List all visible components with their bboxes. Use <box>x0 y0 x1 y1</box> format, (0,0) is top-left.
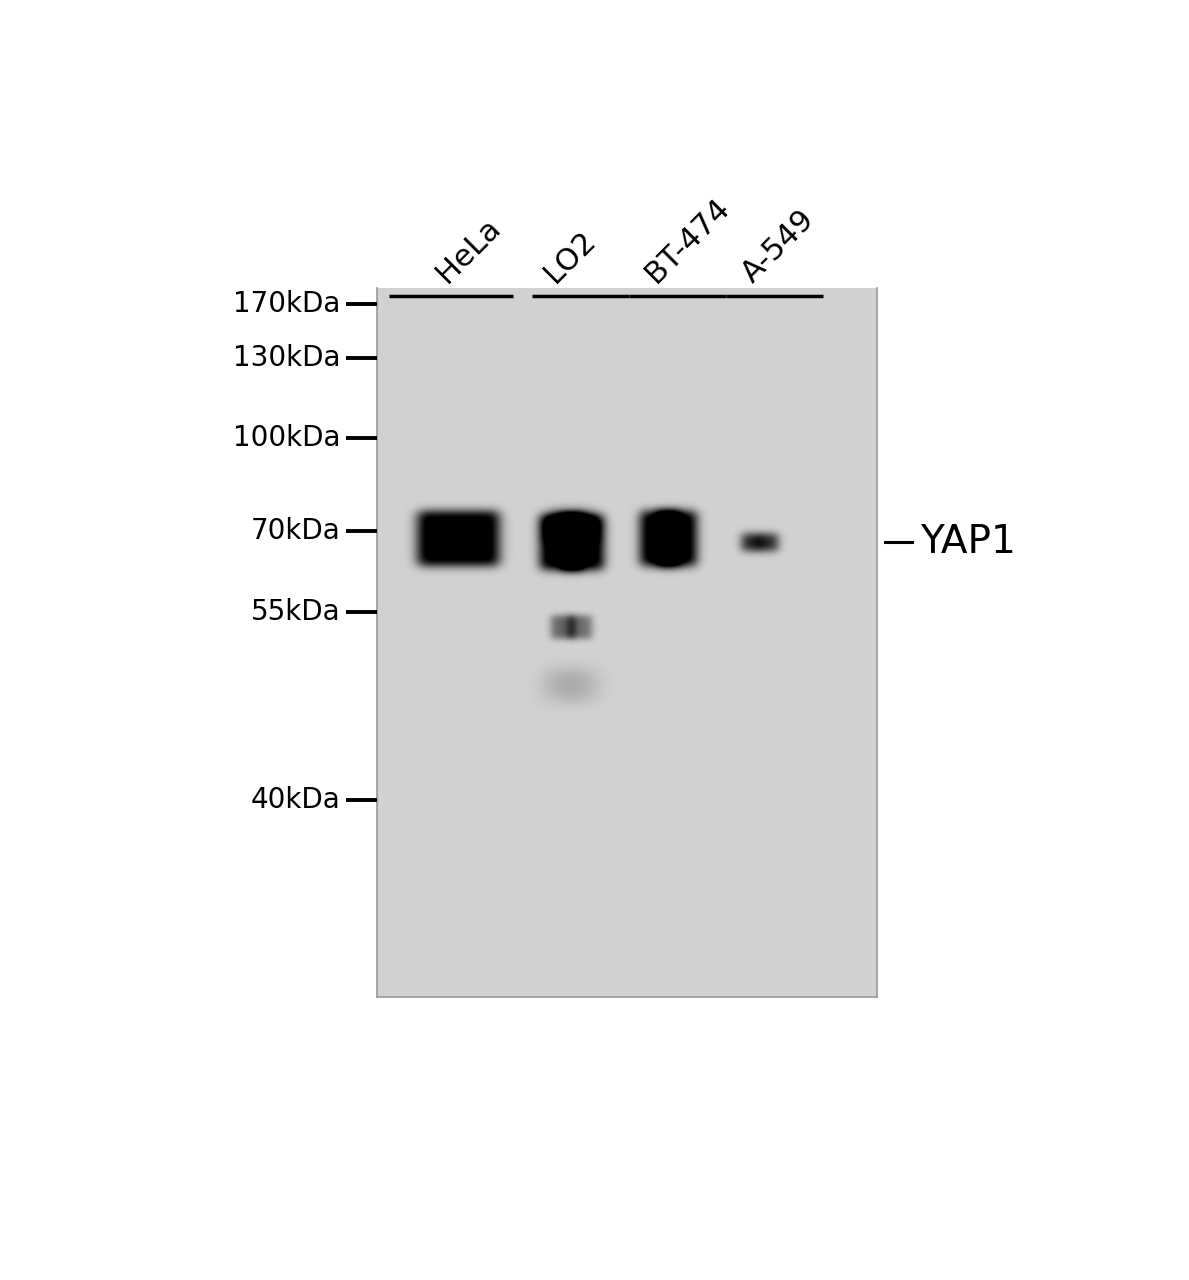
Text: 100kDa: 100kDa <box>233 425 340 453</box>
Text: 130kDa: 130kDa <box>233 343 340 371</box>
Text: 70kDa: 70kDa <box>251 517 340 545</box>
Text: A-549: A-549 <box>736 205 820 288</box>
Text: LO2: LO2 <box>539 227 602 288</box>
Text: 170kDa: 170kDa <box>233 289 340 317</box>
Text: HeLa: HeLa <box>430 212 505 288</box>
Text: YAP1: YAP1 <box>920 524 1015 562</box>
Text: 55kDa: 55kDa <box>251 598 340 626</box>
Text: 40kDa: 40kDa <box>251 786 340 814</box>
Text: BT-474: BT-474 <box>640 193 735 288</box>
